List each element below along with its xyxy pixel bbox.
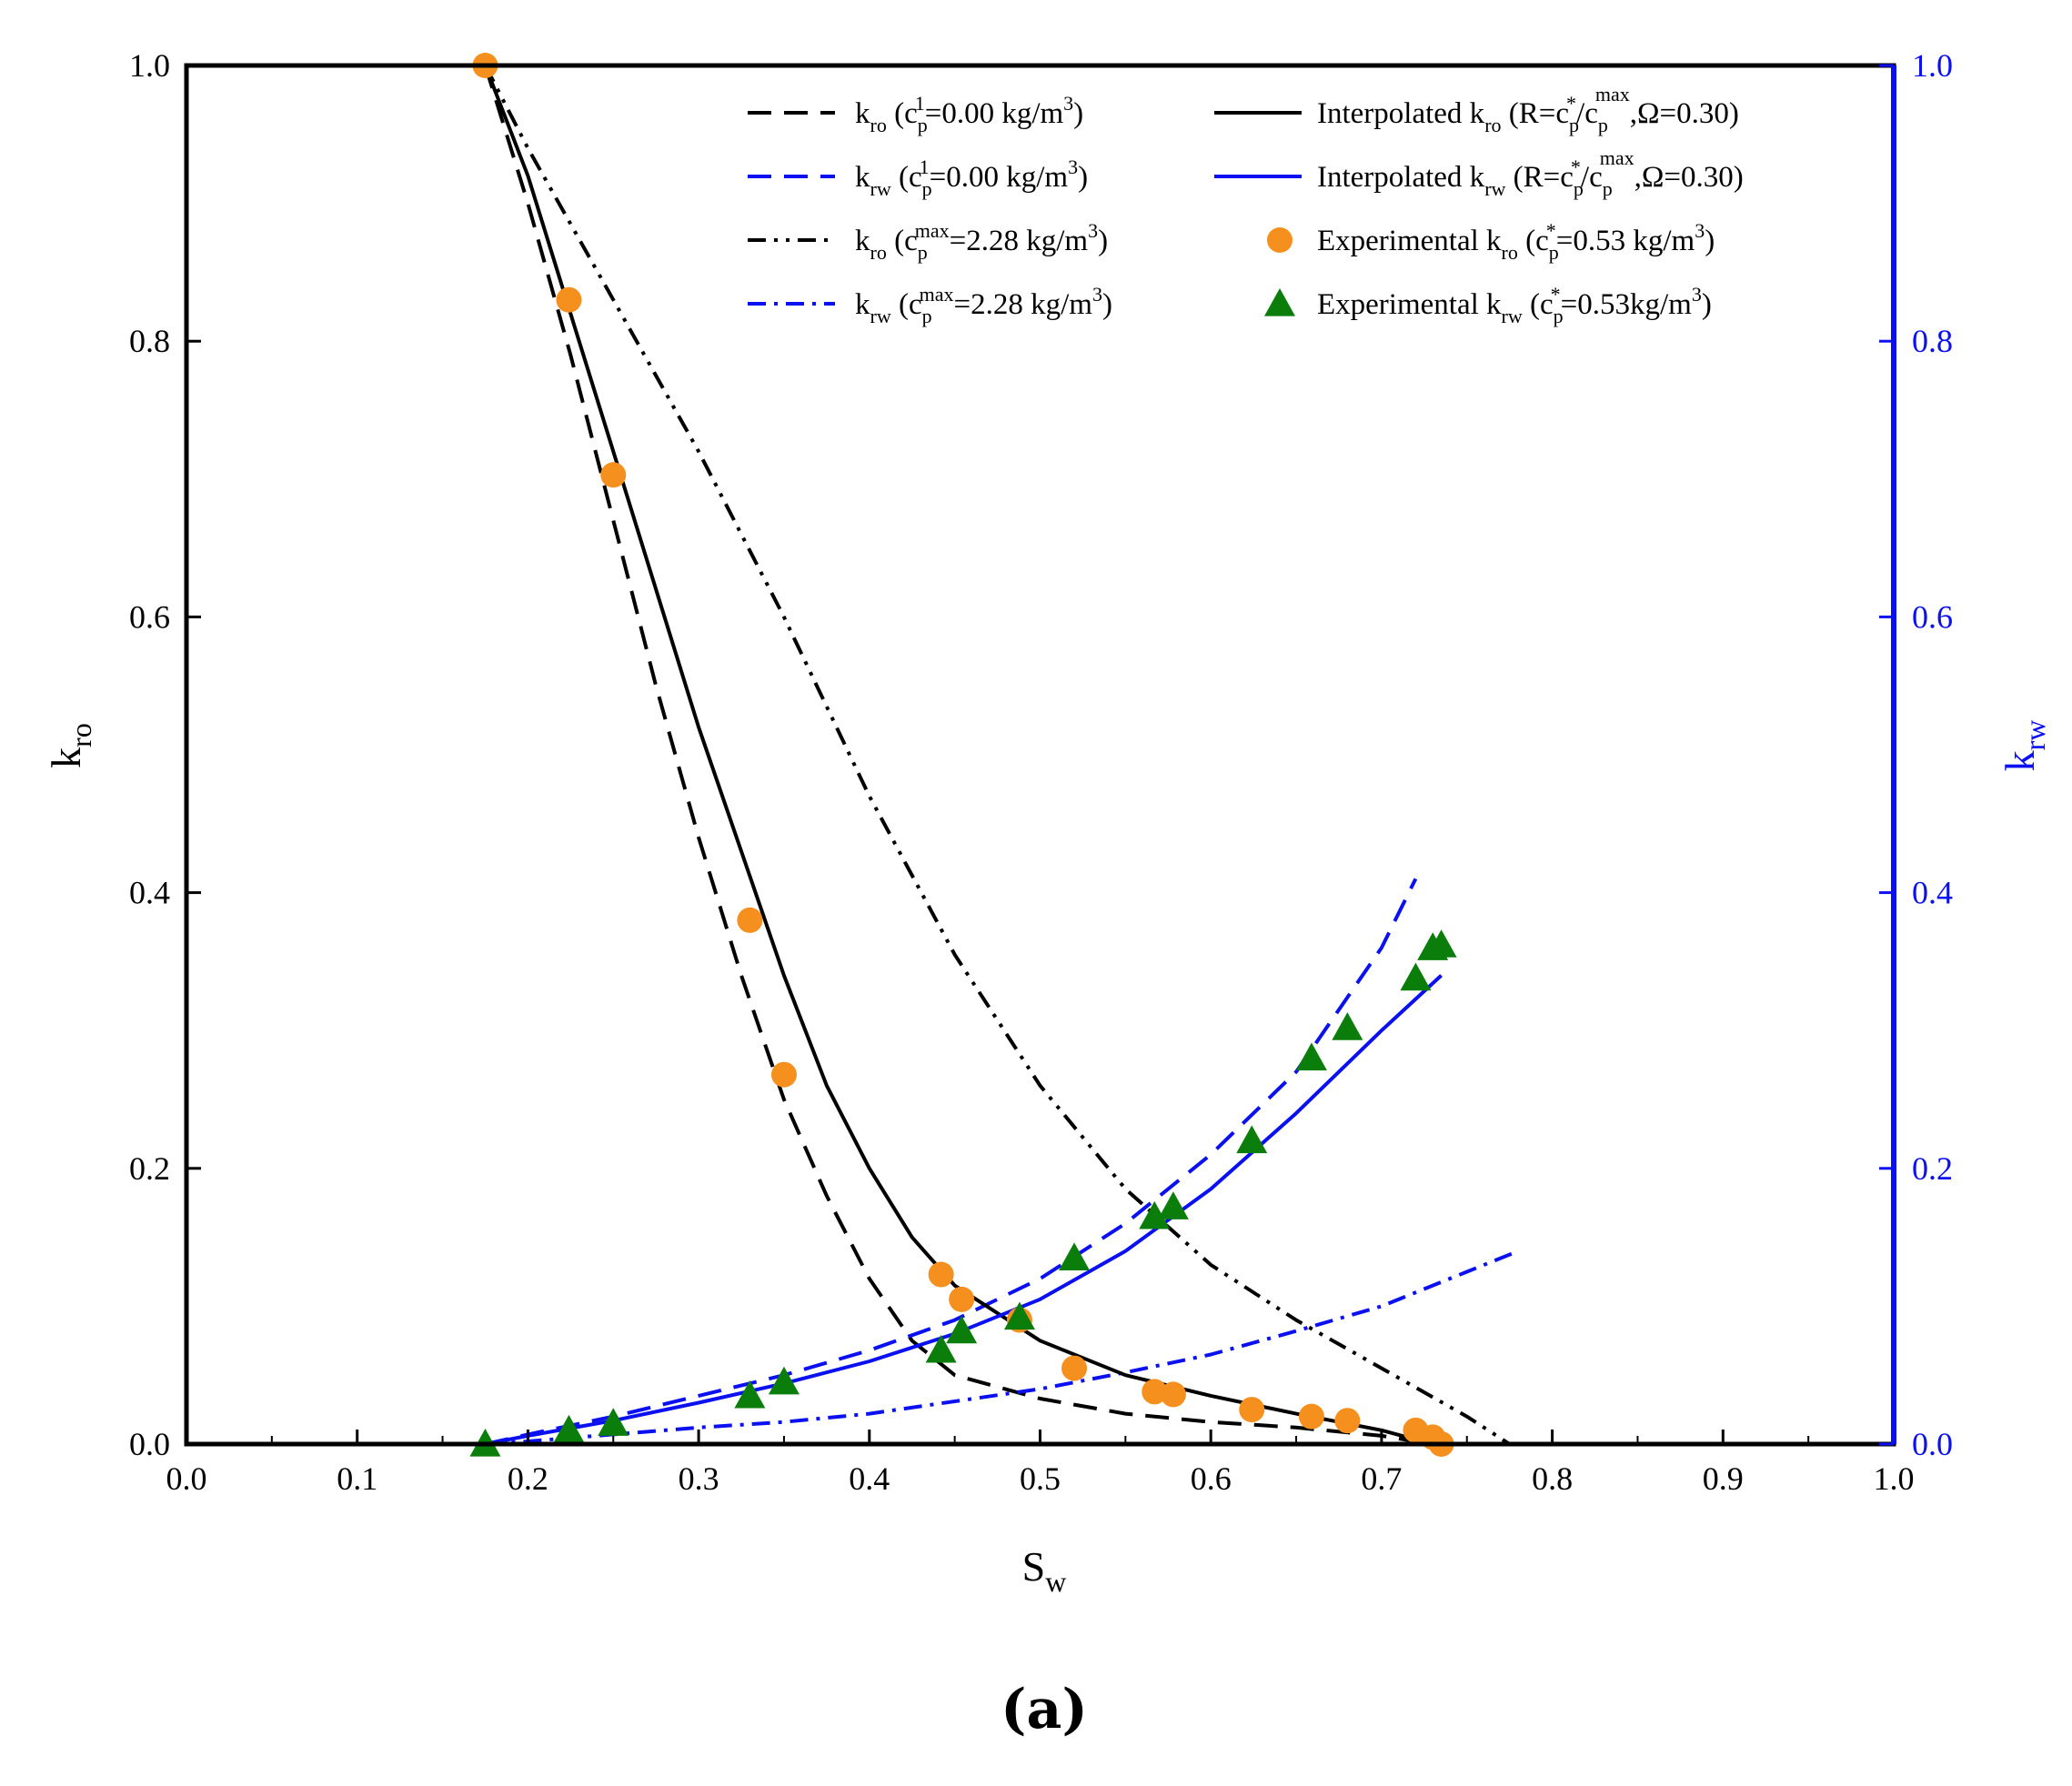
- y-right-tick-label: 1.0: [1912, 47, 1953, 84]
- y-left-axis-title: kro: [43, 723, 97, 768]
- data-point-krw_exp: [1400, 962, 1432, 991]
- legend-label-kro_cmax: kro (cpmax=2.28 kg/m3): [855, 219, 1108, 264]
- legend-label-kro_exp: Experimental kro (cp*=0.53 kg/m3): [1317, 219, 1715, 264]
- x-tick-label: 0.5: [1020, 1460, 1061, 1497]
- x-tick-label: 0.7: [1361, 1460, 1402, 1497]
- y-right-axis: 0.0 0.2 0.4 0.6 0.8 1.0: [1879, 47, 1953, 1462]
- y-left-tick-label: 0.6: [129, 598, 170, 635]
- data-point-krw_exp: [598, 1408, 629, 1436]
- y-right-tick-label: 0.6: [1912, 598, 1953, 635]
- data-point-kro_exp: [1334, 1408, 1361, 1434]
- panel-label: (a): [1001, 1678, 1088, 1741]
- x-tick-label: 0.3: [679, 1460, 719, 1497]
- x-tick-label: 0.1: [337, 1460, 377, 1497]
- x-tick-label: 0.9: [1703, 1460, 1744, 1497]
- series-line-kro_interp: [483, 65, 1433, 1446]
- data-point-krw_exp: [734, 1380, 766, 1409]
- x-tick-label: 0.4: [849, 1460, 890, 1497]
- series-line-kro_c1: [483, 65, 1433, 1446]
- x-tick-label: 0.2: [508, 1460, 548, 1497]
- data-point-kro_exp: [600, 462, 627, 488]
- data-point-krw_exp: [1425, 929, 1457, 958]
- legend-label-krw_interp: Interpolated krw (R=cp*/cpmax,Ω=0.30): [1317, 146, 1744, 200]
- data-point-krw_exp: [1332, 1012, 1363, 1040]
- data-point-krw_exp: [1236, 1125, 1268, 1154]
- x-tick-label: 1.0: [1874, 1460, 1915, 1497]
- y-left-tick-label: 0.4: [129, 875, 170, 911]
- data-point-krw_exp: [553, 1414, 585, 1443]
- data-point-krw_exp: [768, 1366, 800, 1395]
- legend-label-krw_c1: krw (cp1=0.00 kg/m3): [855, 156, 1088, 200]
- legend-label-krw_cmax: krw (cpmax=2.28 kg/m3): [855, 283, 1112, 327]
- plot-frame: [184, 63, 1896, 1447]
- data-point-kro_exp: [928, 1261, 954, 1288]
- data-point-kro_exp: [1239, 1397, 1265, 1423]
- series-line-krw_interp: [485, 974, 1443, 1446]
- data-point-kro_exp: [1142, 1379, 1168, 1405]
- x-axis-title: Sw: [1022, 1543, 1067, 1598]
- x-tick-label: 0.0: [166, 1460, 207, 1497]
- legend-label-krw_exp: Experimental krw (cp*=0.53kg/m3): [1317, 283, 1712, 327]
- y-right-tick-label: 0.0: [1912, 1426, 1953, 1462]
- legend: kro (cp1=0.00 kg/m3) krw (cp1=0.00 kg/m3)…: [748, 83, 1744, 327]
- legend-label-kro_interp: Interpolated kro (R=cp*/cpmax,Ω=0.30): [1317, 83, 1739, 136]
- data-point-krw_exp: [1059, 1242, 1091, 1270]
- data-point-krw_exp: [1139, 1200, 1171, 1229]
- data-point-kro_exp: [737, 907, 763, 933]
- data-point-kro_exp: [1160, 1381, 1186, 1408]
- y-left-tick-label: 0.8: [129, 323, 170, 359]
- y-right-tick-label: 0.4: [1912, 875, 1953, 911]
- y-right-tick-label: 0.8: [1912, 323, 1953, 359]
- data-point-kro_exp: [949, 1286, 975, 1312]
- legend-swatch-kro_exp: [1267, 227, 1292, 253]
- y-right-axis-title: krw: [1997, 720, 2051, 772]
- x-axis: 0.0 0.1 0.2 0.3 0.4 0.5 0.6 0.7 0.8 0.9 1.0: [166, 1430, 1915, 1497]
- y-left-tick-label: 0.2: [129, 1150, 170, 1187]
- series-line-krw_cmax: [485, 1249, 1519, 1446]
- legend-label-kro_c1: kro (cp1=0.00 kg/m3): [855, 92, 1083, 136]
- x-tick-label: 0.8: [1532, 1460, 1573, 1497]
- data-point-kro_exp: [770, 1061, 797, 1088]
- y-left-tick-label: 1.0: [129, 47, 170, 84]
- data-point-kro_exp: [1061, 1355, 1088, 1381]
- data-point-kro_exp: [556, 286, 582, 313]
- y-right-tick-label: 0.2: [1912, 1150, 1953, 1187]
- x-tick-label: 0.6: [1191, 1460, 1232, 1497]
- data-point-krw_exp: [1003, 1301, 1035, 1330]
- y-left-axis: 0.0 0.2 0.4 0.6 0.8 1.0: [129, 47, 201, 1462]
- plot-area: [469, 53, 1519, 1457]
- y-left-tick-label: 0.0: [129, 1426, 170, 1462]
- data-point-krw_exp: [925, 1334, 957, 1363]
- data-point-krw_exp: [1295, 1042, 1327, 1071]
- data-point-krw_exp: [1157, 1191, 1189, 1219]
- series-line-kro_cmax: [483, 65, 1511, 1446]
- legend-swatch-krw_exp: [1264, 288, 1295, 316]
- data-point-krw_exp: [946, 1315, 978, 1344]
- data-point-kro_exp: [1298, 1403, 1324, 1430]
